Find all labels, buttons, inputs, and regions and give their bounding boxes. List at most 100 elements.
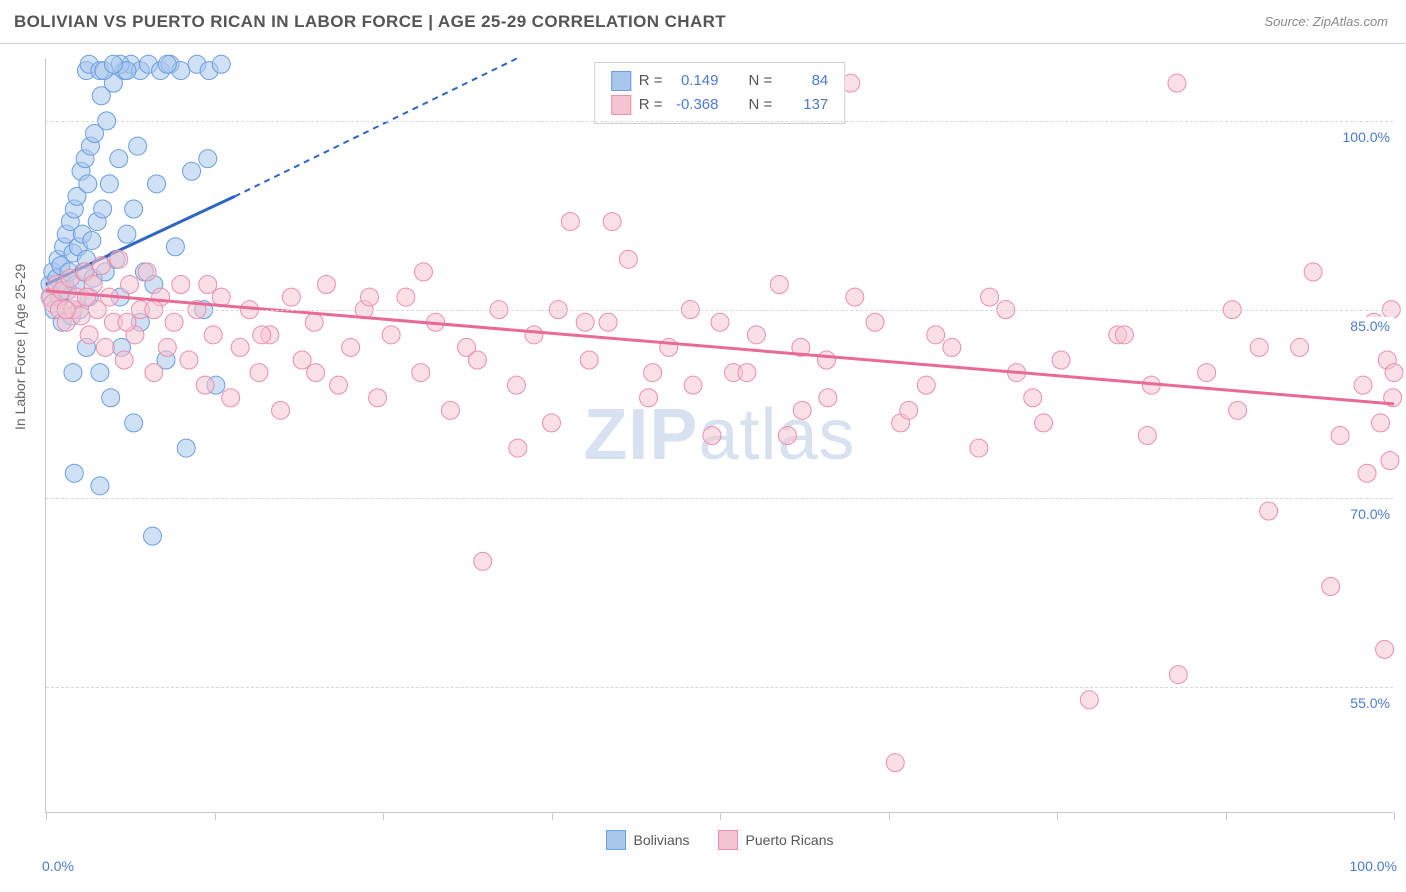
data-point (1035, 414, 1053, 432)
data-point (1168, 74, 1186, 92)
legend-r-label: R = (639, 93, 663, 117)
data-point (330, 376, 348, 394)
data-point (94, 200, 112, 218)
data-point (1372, 414, 1390, 432)
x-tick (46, 812, 47, 820)
x-tick (552, 812, 553, 820)
data-point (580, 351, 598, 369)
y-axis-title: In Labor Force | Age 25-29 (12, 264, 28, 430)
legend-n-label: N = (749, 69, 773, 93)
data-point (138, 263, 156, 281)
data-point (1322, 578, 1340, 596)
data-point (369, 389, 387, 407)
data-point (166, 238, 184, 256)
data-point (1229, 401, 1247, 419)
data-point (1080, 691, 1098, 709)
data-point (778, 427, 796, 445)
data-point (543, 414, 561, 432)
data-point (110, 150, 128, 168)
y-tick-label: 55.0% (1346, 694, 1394, 712)
data-point (819, 389, 837, 407)
data-point (307, 364, 325, 382)
data-point (1024, 389, 1042, 407)
data-point (91, 477, 109, 495)
data-point (305, 313, 323, 331)
data-point (158, 338, 176, 356)
data-point (148, 175, 166, 193)
data-point (576, 313, 594, 331)
data-point (468, 351, 486, 369)
data-point (1376, 640, 1394, 658)
legend-n-value: 84 (780, 69, 828, 93)
x-tick (1226, 812, 1227, 820)
title-bar: BOLIVIAN VS PUERTO RICAN IN LABOR FORCE … (0, 0, 1406, 44)
data-point (231, 338, 249, 356)
data-point (165, 313, 183, 331)
data-point (125, 414, 143, 432)
x-tick (1394, 812, 1395, 820)
legend-n-label: N = (749, 93, 773, 117)
legend-item: Puerto Ricans (718, 830, 834, 850)
data-point (199, 150, 217, 168)
data-point (1250, 338, 1268, 356)
data-point (525, 326, 543, 344)
x-tick (1057, 812, 1058, 820)
legend-swatch (611, 71, 631, 91)
data-point (507, 376, 525, 394)
data-point (619, 250, 637, 268)
data-point (684, 376, 702, 394)
gridline (46, 498, 1393, 499)
data-point (711, 313, 729, 331)
data-point (91, 364, 109, 382)
data-point (361, 288, 379, 306)
data-point (196, 376, 214, 394)
data-point (747, 326, 765, 344)
data-point (509, 439, 527, 457)
data-point (793, 401, 811, 419)
gridline (46, 310, 1393, 311)
data-point (282, 288, 300, 306)
data-point (770, 276, 788, 294)
data-point (900, 401, 918, 419)
data-point (943, 338, 961, 356)
gridline (46, 687, 1393, 688)
legend-row: R =0.149N =84 (611, 69, 829, 93)
legend-r-value: 0.149 (671, 69, 719, 93)
legend-swatch (611, 95, 631, 115)
data-point (886, 754, 904, 772)
data-point (397, 288, 415, 306)
data-point (212, 288, 230, 306)
data-point (104, 55, 122, 73)
data-point (92, 257, 110, 275)
data-point (1381, 452, 1399, 470)
data-point (981, 288, 999, 306)
data-point (121, 276, 139, 294)
data-point (846, 288, 864, 306)
data-point (414, 263, 432, 281)
data-point (145, 364, 163, 382)
data-point (293, 351, 311, 369)
data-point (180, 351, 198, 369)
data-point (222, 389, 240, 407)
data-point (100, 175, 118, 193)
data-point (96, 338, 114, 356)
data-point (77, 288, 95, 306)
data-point (603, 213, 621, 231)
data-point (80, 326, 98, 344)
data-point (110, 250, 128, 268)
data-point (212, 55, 230, 73)
legend-n-value: 137 (780, 93, 828, 117)
data-point (644, 364, 662, 382)
data-point (102, 389, 120, 407)
x-tick (889, 812, 890, 820)
data-point (317, 276, 335, 294)
data-point (199, 276, 217, 294)
legend-label: Bolivians (634, 832, 690, 848)
data-point (817, 351, 835, 369)
data-point (125, 200, 143, 218)
data-point (561, 213, 579, 231)
data-point (253, 326, 271, 344)
data-point (115, 351, 133, 369)
data-point (1354, 376, 1372, 394)
x-tick (383, 812, 384, 820)
